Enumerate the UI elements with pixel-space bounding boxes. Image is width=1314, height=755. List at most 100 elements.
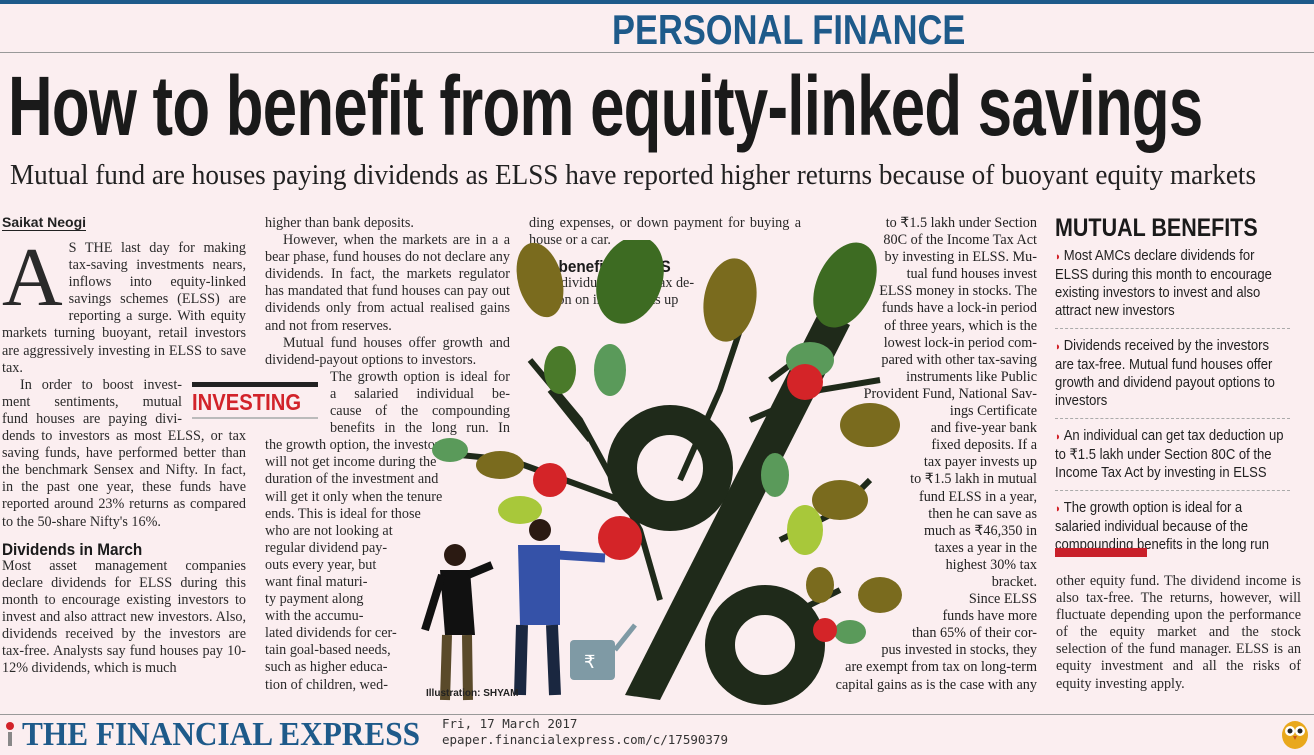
text-line: lowest lock-in period com- <box>883 334 1037 351</box>
column-2: higher than bank deposits. However, when… <box>265 215 510 694</box>
text-line: Provident Fund, National Sav- <box>863 385 1037 402</box>
column-4: to ₹1.5 lakh under Section 80C of the Inc… <box>810 215 1037 694</box>
paragraph: However, when the markets are in a a bea… <box>265 232 510 334</box>
sidebar-mutual-benefits: MUTUAL BENEFITS ◗ Most AMCs declare divi… <box>1055 214 1314 570</box>
text-line: than 65% of their cor- <box>912 625 1037 642</box>
headline: How to benefit from equity-linked saving… <box>8 59 1203 153</box>
text-line: ELSS money in stocks. The <box>879 283 1037 300</box>
text-line: lated dividends for cer- <box>265 625 397 642</box>
apples <box>533 364 837 642</box>
text-line: duration of the investment and <box>265 471 439 488</box>
text-line: Since ELSS <box>968 591 1037 608</box>
subtitle: Mutual fund are houses paying dividends … <box>10 160 1257 191</box>
text-line: bracket. <box>991 573 1037 590</box>
text-line: the growth option, the investor <box>265 437 440 454</box>
bullet-item: ◗ Most AMCs declare dividends for ELSS d… <box>1055 247 1290 329</box>
section-label: PERSONAL FINANCE <box>612 6 966 53</box>
paragraph: dends to investors as most ELSS, or tax … <box>2 428 246 530</box>
paragraph-wrap: The growth option is ideal for a salaried… <box>330 369 510 437</box>
text-line: taxes a year in the <box>934 539 1037 556</box>
paragraph: other equity fund. The dividend income i… <box>1056 573 1301 692</box>
top-bar <box>0 0 1314 4</box>
bullet-marker-icon: ◗ <box>1055 431 1064 443</box>
text-line: pus invested in stocks, they <box>881 642 1037 659</box>
text-line: tain goal-based needs, <box>265 642 391 659</box>
person-center <box>514 519 606 696</box>
text-line: tion of children, wed- <box>265 676 388 693</box>
text-line: are exempt from tax on long-term <box>845 659 1037 676</box>
text-line: by investing in ELSS. Mu- <box>884 249 1037 266</box>
text-line: funds have more <box>942 608 1037 625</box>
person-left <box>421 544 494 701</box>
illustration-percent-tree: ₹ <box>421 240 902 705</box>
percent-lower-ring <box>705 585 825 705</box>
footer-divider <box>0 714 1314 715</box>
paragraph: S THE last day for making tax-saving inv… <box>2 240 246 376</box>
text-line: ends. This is ideal for those <box>265 505 421 522</box>
text-line: who are not looking at <box>265 522 393 539</box>
text-line: fund houses are paying divi- <box>2 410 182 427</box>
text-line: then he can save as <box>928 505 1037 522</box>
text-line: tax payer invests up <box>923 454 1037 471</box>
text-line: regular dividend pay- <box>265 539 388 556</box>
percent-upper-ring <box>607 405 733 531</box>
bullet-item: ◗ An individual can get tax deduction up… <box>1055 427 1290 491</box>
paragraph: Most asset management companies declare … <box>2 557 246 677</box>
bullet-text: Dividends received by the investors are … <box>1055 338 1275 409</box>
text-line: a salaried individual be- <box>330 385 510 402</box>
paragraph: Mutual fund houses offer growth and divi… <box>265 334 510 368</box>
text-line: ty payment along <box>265 591 364 608</box>
paragraph-wrap: In order to boost invest-ment sentiments… <box>2 377 182 428</box>
edition-url[interactable]: epaper.financialexpress.com/c/17590379 <box>442 732 728 747</box>
column-5: other equity fund. The dividend income i… <box>1056 573 1301 693</box>
logo-mark-icon <box>6 722 14 746</box>
bullet-item: ◗ Dividends received by the investors ar… <box>1055 337 1290 419</box>
paragraph: ding expenses, or down payment for buyin… <box>529 215 801 249</box>
illustration-credit: Illustration: SHYAM <box>426 688 519 699</box>
watering-can-icon: ₹ <box>570 623 637 680</box>
edition-date: Fri, 17 March 2017 <box>442 716 578 731</box>
paragraph: higher than bank deposits. <box>265 215 414 231</box>
drop-cap: A <box>2 231 63 324</box>
text-line: fixed deposits. If a <box>931 437 1037 454</box>
rupee-symbol: ₹ <box>584 652 595 673</box>
bullet-marker-icon: ◗ <box>1055 341 1064 353</box>
text-line: 80C of the Income Tax Act <box>883 232 1037 249</box>
bullet-list: ◗ Most AMCs declare dividends for ELSS d… <box>1055 247 1314 562</box>
bullet-marker-icon: ◗ <box>1055 251 1064 263</box>
text-line: to ₹1.5 lakh under Section <box>885 215 1037 231</box>
percent-slash <box>625 310 850 700</box>
edition-info: Fri, 17 March 2017 epaper.financialexpre… <box>442 716 728 748</box>
paragraph-lines: the growth option, the investor will not … <box>265 437 510 693</box>
bullet-text: An individual can get tax deduction up t… <box>1055 428 1284 481</box>
byline: Saikat Neogi <box>2 214 87 231</box>
text-line: In order to boost invest- <box>20 376 182 393</box>
text-line: of three years, which is the <box>884 317 1037 334</box>
text-line: funds have a lock-in period <box>881 300 1037 317</box>
text-line: benefits in the long run. In <box>330 420 510 437</box>
text-line: want final maturi- <box>265 573 368 590</box>
text-line: such as higher educa- <box>265 659 388 676</box>
text-line: to ₹1.5 lakh in mutual <box>910 471 1037 488</box>
text-line: pared with other tax-saving <box>881 351 1037 368</box>
text-line: fund ELSS in a year, <box>918 488 1037 505</box>
tag-investing: INVESTING <box>192 382 318 419</box>
text-line: will not get income during the <box>265 454 437 471</box>
text-line: and five-year bank <box>930 420 1037 437</box>
subheading-dividends: Dividends in March <box>2 539 143 559</box>
text-line: The growth option is ideal for <box>330 368 510 385</box>
publication-logo: THE FINANCIAL EXPRESS <box>22 716 421 753</box>
accent-bar <box>1055 548 1147 557</box>
bullet-text: Most AMCs declare dividends for ELSS dur… <box>1055 248 1272 319</box>
text-line: highest 30% tax <box>945 556 1037 573</box>
text-line: tual fund houses invest <box>906 266 1037 283</box>
text-line: much as ₹46,350 in <box>923 522 1037 539</box>
text-line: will get it only when the tenure <box>265 488 443 505</box>
text-line: instruments like Public <box>906 368 1037 385</box>
divider <box>0 52 1314 53</box>
owl-mascot-icon[interactable] <box>1280 716 1310 750</box>
text-line: capital gains as is the case with any <box>835 676 1037 693</box>
text-line: cause of the compounding <box>330 403 510 420</box>
text-line: ment sentiments, mutual <box>2 393 182 410</box>
